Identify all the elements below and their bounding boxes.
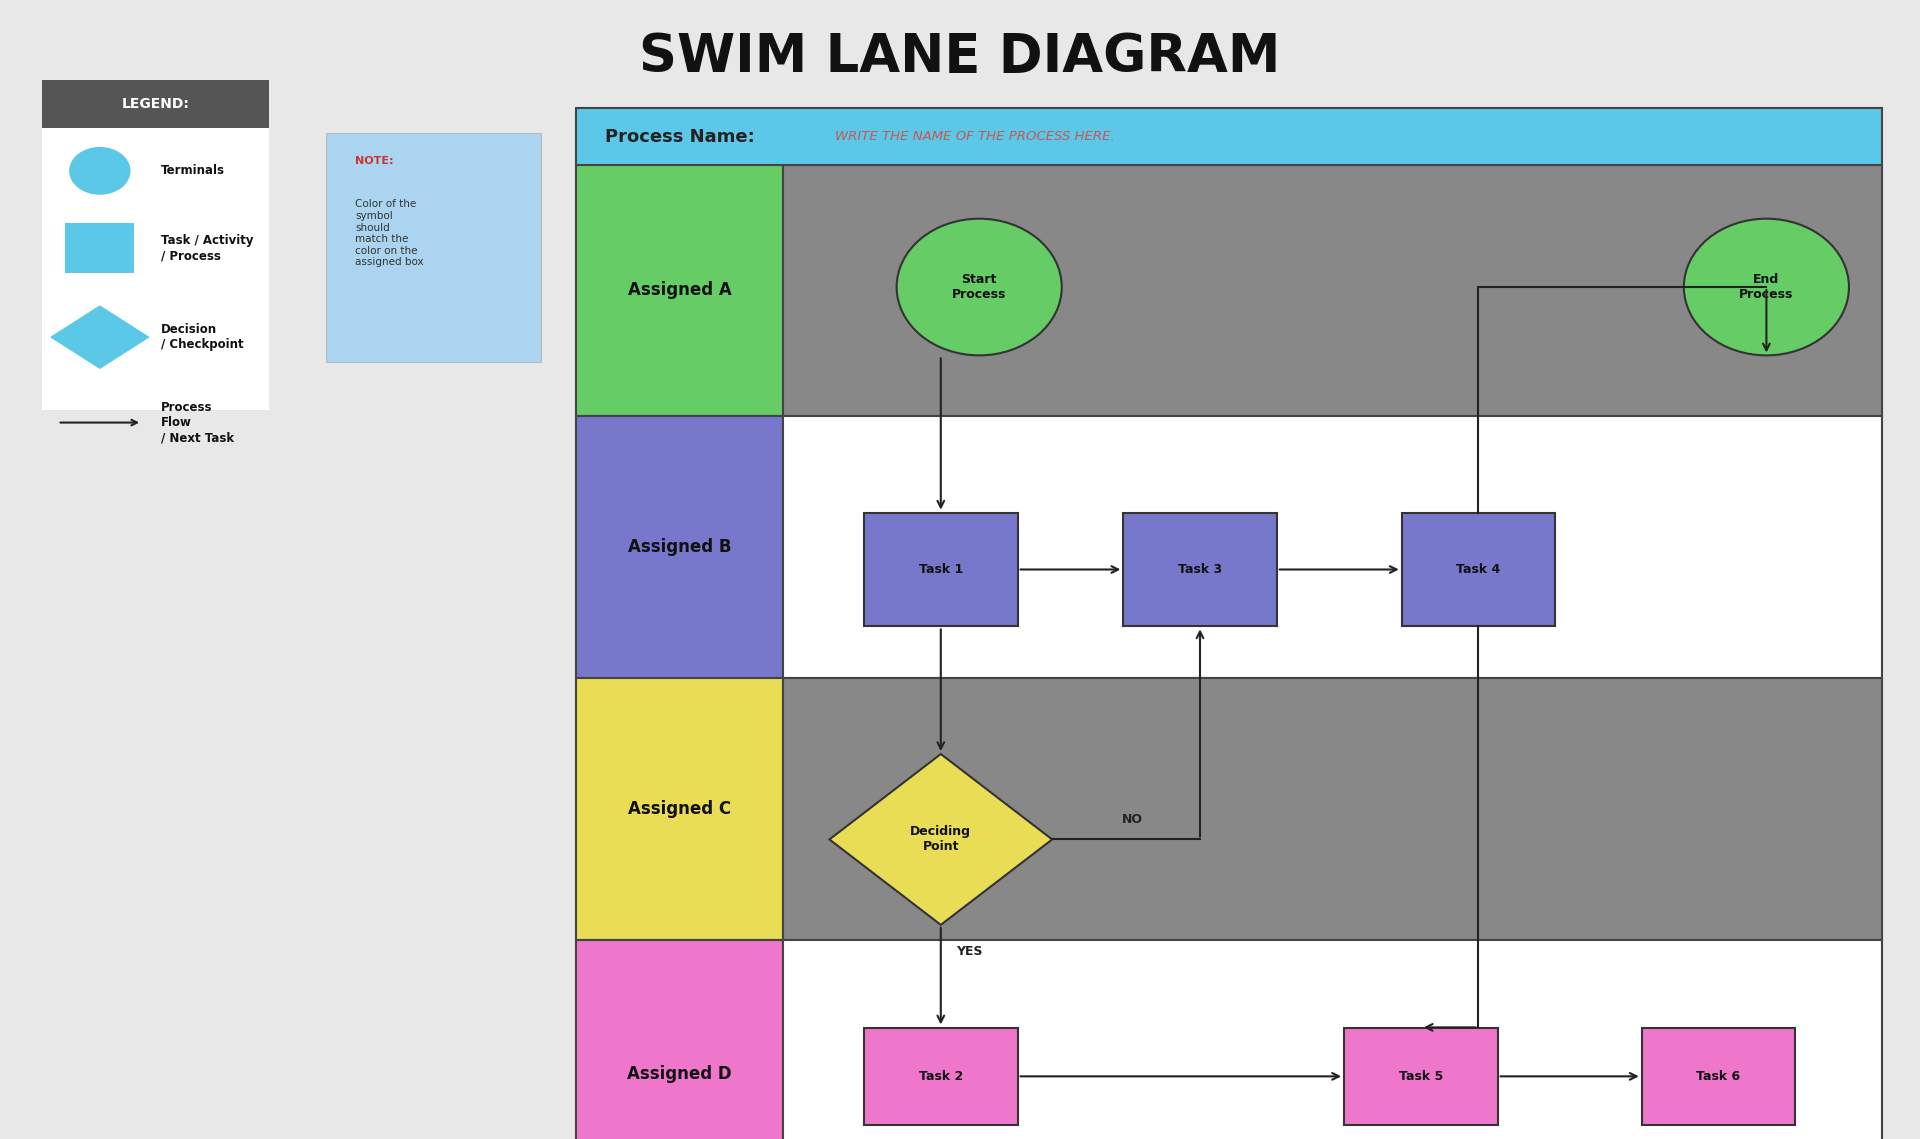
Text: Task 3: Task 3 xyxy=(1179,563,1221,576)
Ellipse shape xyxy=(897,219,1062,355)
Text: Assigned A: Assigned A xyxy=(628,281,732,300)
FancyBboxPatch shape xyxy=(864,1027,1018,1125)
Text: Deciding
Point: Deciding Point xyxy=(910,826,972,853)
Text: Process
Flow
/ Next Task: Process Flow / Next Task xyxy=(161,401,234,444)
FancyBboxPatch shape xyxy=(1123,513,1277,626)
FancyBboxPatch shape xyxy=(783,416,1882,678)
FancyBboxPatch shape xyxy=(326,133,541,362)
Text: Task 5: Task 5 xyxy=(1398,1070,1444,1083)
Text: LEGEND:: LEGEND: xyxy=(121,97,190,110)
Text: Assigned D: Assigned D xyxy=(628,1065,732,1082)
Text: Task 1: Task 1 xyxy=(918,563,964,576)
FancyBboxPatch shape xyxy=(42,80,269,410)
FancyBboxPatch shape xyxy=(1642,1027,1795,1125)
FancyBboxPatch shape xyxy=(576,678,783,940)
Text: YES: YES xyxy=(956,945,983,958)
FancyBboxPatch shape xyxy=(783,165,1882,416)
Ellipse shape xyxy=(1684,219,1849,355)
FancyBboxPatch shape xyxy=(576,165,783,416)
Text: NOTE:: NOTE: xyxy=(355,156,394,165)
Text: End
Process: End Process xyxy=(1740,273,1793,301)
Text: Task 2: Task 2 xyxy=(918,1070,964,1083)
FancyBboxPatch shape xyxy=(576,416,783,678)
FancyBboxPatch shape xyxy=(576,940,783,1139)
Text: Task 4: Task 4 xyxy=(1455,563,1501,576)
Text: Task / Activity
/ Process: Task / Activity / Process xyxy=(161,235,253,262)
FancyBboxPatch shape xyxy=(576,108,1882,165)
Text: Start
Process: Start Process xyxy=(952,273,1006,301)
FancyBboxPatch shape xyxy=(783,678,1882,940)
Text: Terminals: Terminals xyxy=(161,164,225,178)
Text: Color of the
symbol
should
match the
color on the
assigned box: Color of the symbol should match the col… xyxy=(355,199,424,268)
Text: NO: NO xyxy=(1123,813,1142,826)
FancyBboxPatch shape xyxy=(864,513,1018,626)
Text: Decision
/ Checkpoint: Decision / Checkpoint xyxy=(161,323,244,351)
Polygon shape xyxy=(50,305,150,369)
FancyBboxPatch shape xyxy=(65,223,134,273)
Ellipse shape xyxy=(69,147,131,195)
FancyBboxPatch shape xyxy=(42,80,269,128)
Text: Process Name:: Process Name: xyxy=(605,128,755,146)
Text: Assigned C: Assigned C xyxy=(628,800,732,818)
Text: WRITE THE NAME OF THE PROCESS HERE.: WRITE THE NAME OF THE PROCESS HERE. xyxy=(835,130,1116,144)
FancyBboxPatch shape xyxy=(1344,1027,1498,1125)
Text: SWIM LANE DIAGRAM: SWIM LANE DIAGRAM xyxy=(639,31,1281,83)
Polygon shape xyxy=(829,754,1052,925)
Text: Assigned B: Assigned B xyxy=(628,538,732,556)
FancyBboxPatch shape xyxy=(1402,513,1555,626)
FancyBboxPatch shape xyxy=(783,940,1882,1139)
Text: Task 6: Task 6 xyxy=(1697,1070,1740,1083)
